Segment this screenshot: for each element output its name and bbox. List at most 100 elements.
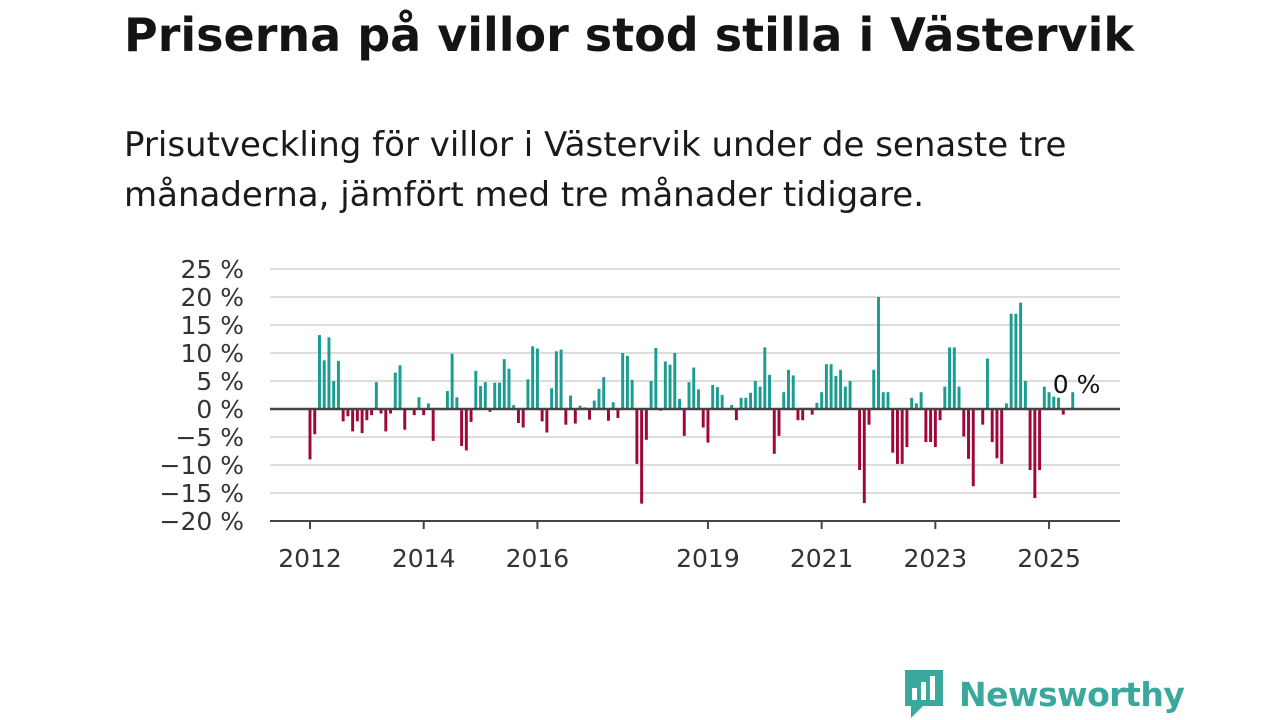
bar — [952, 347, 956, 409]
bar — [933, 409, 937, 448]
bar — [843, 386, 847, 409]
bar — [431, 409, 435, 441]
bar — [749, 392, 753, 409]
bar — [1028, 409, 1032, 471]
bar — [862, 409, 866, 504]
bar — [787, 369, 790, 409]
bar — [1000, 409, 1004, 464]
bar — [990, 409, 994, 443]
bar — [554, 351, 558, 409]
newsworthy-logo-icon — [905, 670, 943, 718]
bar — [895, 409, 899, 464]
bar — [384, 409, 388, 432]
chart-labels: 25 %20 %15 %10 %5 %0 %−5 %−10 %−15 %−20 … — [160, 255, 1101, 573]
bar — [535, 348, 539, 409]
y-tick-label: 0 % — [196, 395, 244, 424]
y-tick-label: −15 % — [160, 479, 244, 508]
chart-axes — [270, 407, 1120, 529]
bar — [981, 409, 985, 425]
bar — [1052, 396, 1056, 409]
bar — [929, 409, 933, 443]
bar — [498, 382, 501, 409]
bar — [801, 409, 805, 421]
bar — [597, 388, 601, 409]
bar — [697, 389, 700, 409]
bar — [777, 409, 781, 436]
bar — [625, 355, 629, 409]
bar — [687, 382, 691, 409]
bar — [796, 409, 800, 421]
bar — [621, 353, 625, 409]
bar — [706, 409, 710, 443]
bar — [914, 403, 918, 409]
bar — [668, 364, 672, 409]
bar — [521, 409, 525, 428]
bar — [881, 392, 885, 409]
bar — [327, 337, 331, 409]
bar — [573, 409, 577, 424]
y-tick-label: −20 % — [160, 507, 244, 536]
bar — [507, 368, 511, 409]
brand-logo: Newsworthy — [903, 668, 1185, 720]
bar — [630, 379, 634, 409]
bar — [318, 335, 321, 409]
bar — [559, 349, 563, 409]
bar — [644, 409, 648, 440]
bar — [985, 358, 989, 409]
chart-bars — [308, 297, 1075, 504]
y-tick-label: −5 % — [175, 423, 244, 452]
bar — [919, 392, 923, 409]
bar — [531, 346, 535, 409]
bar — [744, 397, 748, 409]
bar — [877, 297, 880, 409]
bar — [502, 359, 506, 409]
bar — [1042, 386, 1046, 409]
bar — [905, 409, 909, 448]
bar — [488, 409, 492, 412]
y-tick-label: 15 % — [180, 311, 244, 340]
bar — [592, 400, 596, 409]
bar — [820, 392, 824, 409]
bar — [900, 409, 904, 464]
y-tick-label: 5 % — [196, 367, 244, 396]
y-tick-label: 10 % — [180, 339, 244, 368]
bar — [355, 409, 359, 422]
bar — [360, 409, 364, 434]
bar — [967, 409, 970, 459]
x-tick-label: 2025 — [1017, 544, 1081, 573]
bar — [768, 374, 772, 409]
x-tick-label: 2014 — [392, 544, 456, 573]
y-tick-label: 20 % — [180, 283, 244, 312]
bar — [839, 369, 843, 409]
bar — [389, 409, 393, 414]
bar — [545, 409, 549, 433]
bar — [393, 372, 397, 409]
bar — [815, 402, 819, 409]
bar — [426, 403, 430, 409]
bar — [824, 364, 828, 409]
bar — [910, 397, 914, 409]
bar — [758, 386, 762, 409]
bar — [867, 409, 871, 425]
bar — [924, 409, 928, 443]
bar — [469, 409, 473, 422]
bar — [578, 405, 582, 409]
bar — [678, 398, 681, 409]
bar — [493, 382, 497, 409]
bar — [1009, 313, 1013, 409]
bar — [810, 409, 814, 415]
y-tick-label: 25 % — [180, 255, 244, 284]
bar — [995, 409, 999, 459]
bar — [682, 409, 686, 436]
bar — [1047, 392, 1051, 409]
bar — [957, 386, 961, 409]
bar — [422, 409, 426, 416]
bar — [483, 382, 487, 409]
bar — [739, 397, 743, 409]
bar — [474, 370, 478, 409]
bar — [730, 405, 734, 409]
bar — [379, 409, 383, 414]
bar — [540, 409, 544, 422]
bar — [791, 375, 795, 409]
latest-value-label: 0 % — [1053, 370, 1101, 399]
